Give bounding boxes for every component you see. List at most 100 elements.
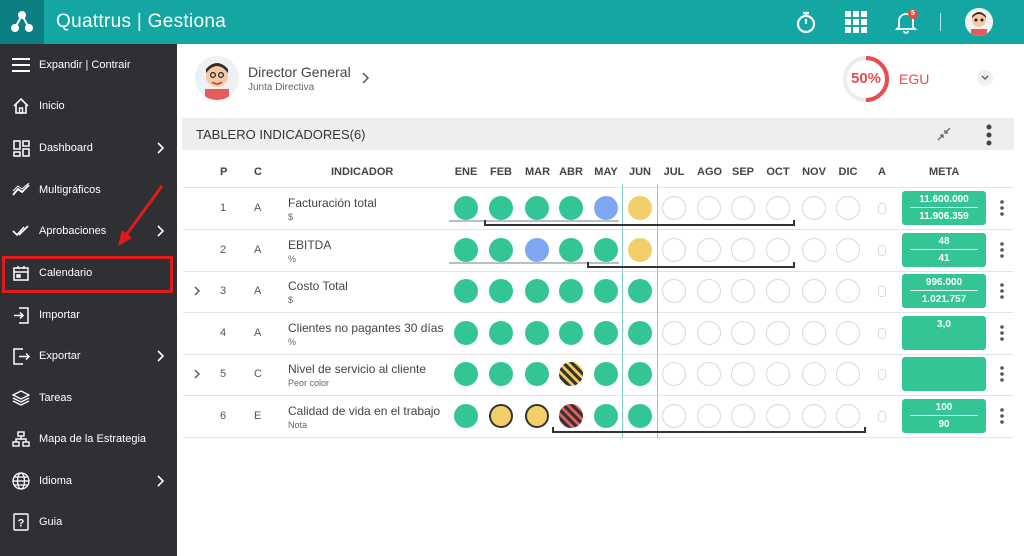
status-dot-jun[interactable] — [628, 238, 652, 262]
indicator-name[interactable]: Clientes no pagantes 30 días — [288, 321, 444, 335]
attachment-icon[interactable] — [878, 411, 886, 422]
status-dot-sep[interactable] — [731, 279, 755, 303]
status-dot-feb[interactable] — [489, 238, 513, 262]
expand-row-icon[interactable] — [192, 286, 202, 296]
status-dot-sep[interactable] — [731, 238, 755, 262]
status-dot-sep[interactable] — [731, 404, 755, 428]
sidebar-item-idioma[interactable]: Idioma — [0, 461, 177, 501]
status-dot-feb[interactable] — [489, 279, 513, 303]
status-dot-abr[interactable] — [559, 238, 583, 262]
sidebar-item-inicio[interactable]: Inicio — [0, 86, 177, 126]
status-dot-oct[interactable] — [766, 196, 790, 220]
chevron-down-icon[interactable] — [977, 70, 993, 86]
status-dot-may[interactable] — [594, 279, 618, 303]
indicator-name[interactable]: Facturación total — [288, 196, 377, 210]
chevron-right-icon[interactable] — [360, 72, 370, 84]
indicator-name[interactable]: Nivel de servicio al cliente — [288, 362, 427, 376]
sidebar-item-aprobaciones[interactable]: Aprobaciones — [0, 211, 177, 251]
status-dot-dic[interactable] — [836, 196, 860, 220]
profile-avatar[interactable] — [195, 56, 239, 100]
sidebar-item-calendario[interactable]: Calendario — [0, 253, 177, 293]
user-avatar[interactable] — [965, 8, 993, 36]
meta-value-box[interactable]: 48 41 — [902, 233, 986, 267]
sidebar-item-tareas[interactable]: Tareas — [0, 378, 177, 418]
row-kebab-icon[interactable] — [1000, 325, 1004, 341]
status-dot-abr[interactable] — [559, 404, 583, 428]
status-dot-ago[interactable] — [697, 362, 721, 386]
status-dot-ago[interactable] — [697, 196, 721, 220]
row-kebab-icon[interactable] — [1000, 283, 1004, 299]
status-dot-sep[interactable] — [731, 196, 755, 220]
status-dot-dic[interactable] — [836, 362, 860, 386]
attachment-icon[interactable] — [878, 203, 886, 214]
status-dot-may[interactable] — [594, 404, 618, 428]
status-dot-oct[interactable] — [766, 238, 790, 262]
sidebar-item-exportar[interactable]: Exportar — [0, 336, 177, 376]
status-dot-jul[interactable] — [662, 196, 686, 220]
sidebar-item-guia[interactable]: ? Guia — [0, 502, 177, 542]
status-dot-may[interactable] — [594, 238, 618, 262]
sidebar-item-expandir-contrair[interactable]: Expandir | Contrair — [0, 45, 177, 85]
attachment-icon[interactable] — [878, 328, 886, 339]
status-dot-jul[interactable] — [662, 362, 686, 386]
expand-row-icon[interactable] — [192, 369, 202, 379]
status-dot-mar[interactable] — [525, 196, 549, 220]
status-dot-jun[interactable] — [628, 321, 652, 345]
status-dot-oct[interactable] — [766, 404, 790, 428]
status-dot-dic[interactable] — [836, 404, 860, 428]
status-dot-oct[interactable] — [766, 279, 790, 303]
status-dot-feb[interactable] — [489, 362, 513, 386]
board-kebab-icon[interactable] — [986, 124, 992, 146]
status-dot-mar[interactable] — [525, 362, 549, 386]
status-dot-jul[interactable] — [662, 404, 686, 428]
stopwatch-icon[interactable] — [792, 8, 820, 36]
status-dot-jun[interactable] — [628, 404, 652, 428]
status-dot-jul[interactable] — [662, 238, 686, 262]
status-dot-sep[interactable] — [731, 362, 755, 386]
status-dot-dic[interactable] — [836, 279, 860, 303]
sidebar-item-mapa-de-la-estrategia[interactable]: Mapa de la Estrategia — [0, 419, 177, 459]
status-dot-ene[interactable] — [454, 238, 478, 262]
status-dot-ene[interactable] — [454, 196, 478, 220]
meta-value-box[interactable]: 996.000 1.021.757 — [902, 274, 986, 308]
status-dot-abr[interactable] — [559, 321, 583, 345]
meta-value-box[interactable] — [902, 357, 986, 391]
status-dot-nov[interactable] — [802, 279, 826, 303]
status-dot-feb[interactable] — [489, 404, 513, 428]
indicator-name[interactable]: Costo Total — [288, 279, 348, 293]
status-dot-jun[interactable] — [628, 196, 652, 220]
row-kebab-icon[interactable] — [1000, 242, 1004, 258]
meta-value-box[interactable]: 11.600.000 11.906.359 — [902, 191, 986, 225]
status-dot-ago[interactable] — [697, 238, 721, 262]
status-dot-ago[interactable] — [697, 321, 721, 345]
indicator-name[interactable]: EBITDA — [288, 238, 332, 252]
status-dot-nov[interactable] — [802, 321, 826, 345]
bell-icon[interactable]: 5 — [892, 8, 920, 36]
sidebar-item-multigráficos[interactable]: Multigráficos — [0, 170, 177, 210]
attachment-icon[interactable] — [878, 369, 886, 380]
sidebar-item-importar[interactable]: Importar — [0, 295, 177, 335]
status-dot-abr[interactable] — [559, 196, 583, 220]
status-dot-ene[interactable] — [454, 362, 478, 386]
status-dot-mar[interactable] — [525, 404, 549, 428]
status-dot-ago[interactable] — [697, 404, 721, 428]
status-dot-nov[interactable] — [802, 404, 826, 428]
status-dot-feb[interactable] — [489, 321, 513, 345]
status-dot-jun[interactable] — [628, 362, 652, 386]
status-dot-may[interactable] — [594, 196, 618, 220]
status-dot-nov[interactable] — [802, 238, 826, 262]
status-dot-nov[interactable] — [802, 362, 826, 386]
app-logo-icon[interactable] — [0, 0, 44, 44]
attachment-icon[interactable] — [878, 245, 886, 256]
sidebar-item-dashboard[interactable]: Dashboard — [0, 128, 177, 168]
status-dot-ago[interactable] — [697, 279, 721, 303]
status-dot-abr[interactable] — [559, 279, 583, 303]
attachment-icon[interactable] — [878, 286, 886, 297]
status-dot-mar[interactable] — [525, 321, 549, 345]
status-dot-nov[interactable] — [802, 196, 826, 220]
status-dot-oct[interactable] — [766, 321, 790, 345]
indicator-name[interactable]: Calidad de vida en el trabajo — [288, 404, 441, 418]
status-dot-jul[interactable] — [662, 321, 686, 345]
status-dot-feb[interactable] — [489, 196, 513, 220]
status-dot-sep[interactable] — [731, 321, 755, 345]
